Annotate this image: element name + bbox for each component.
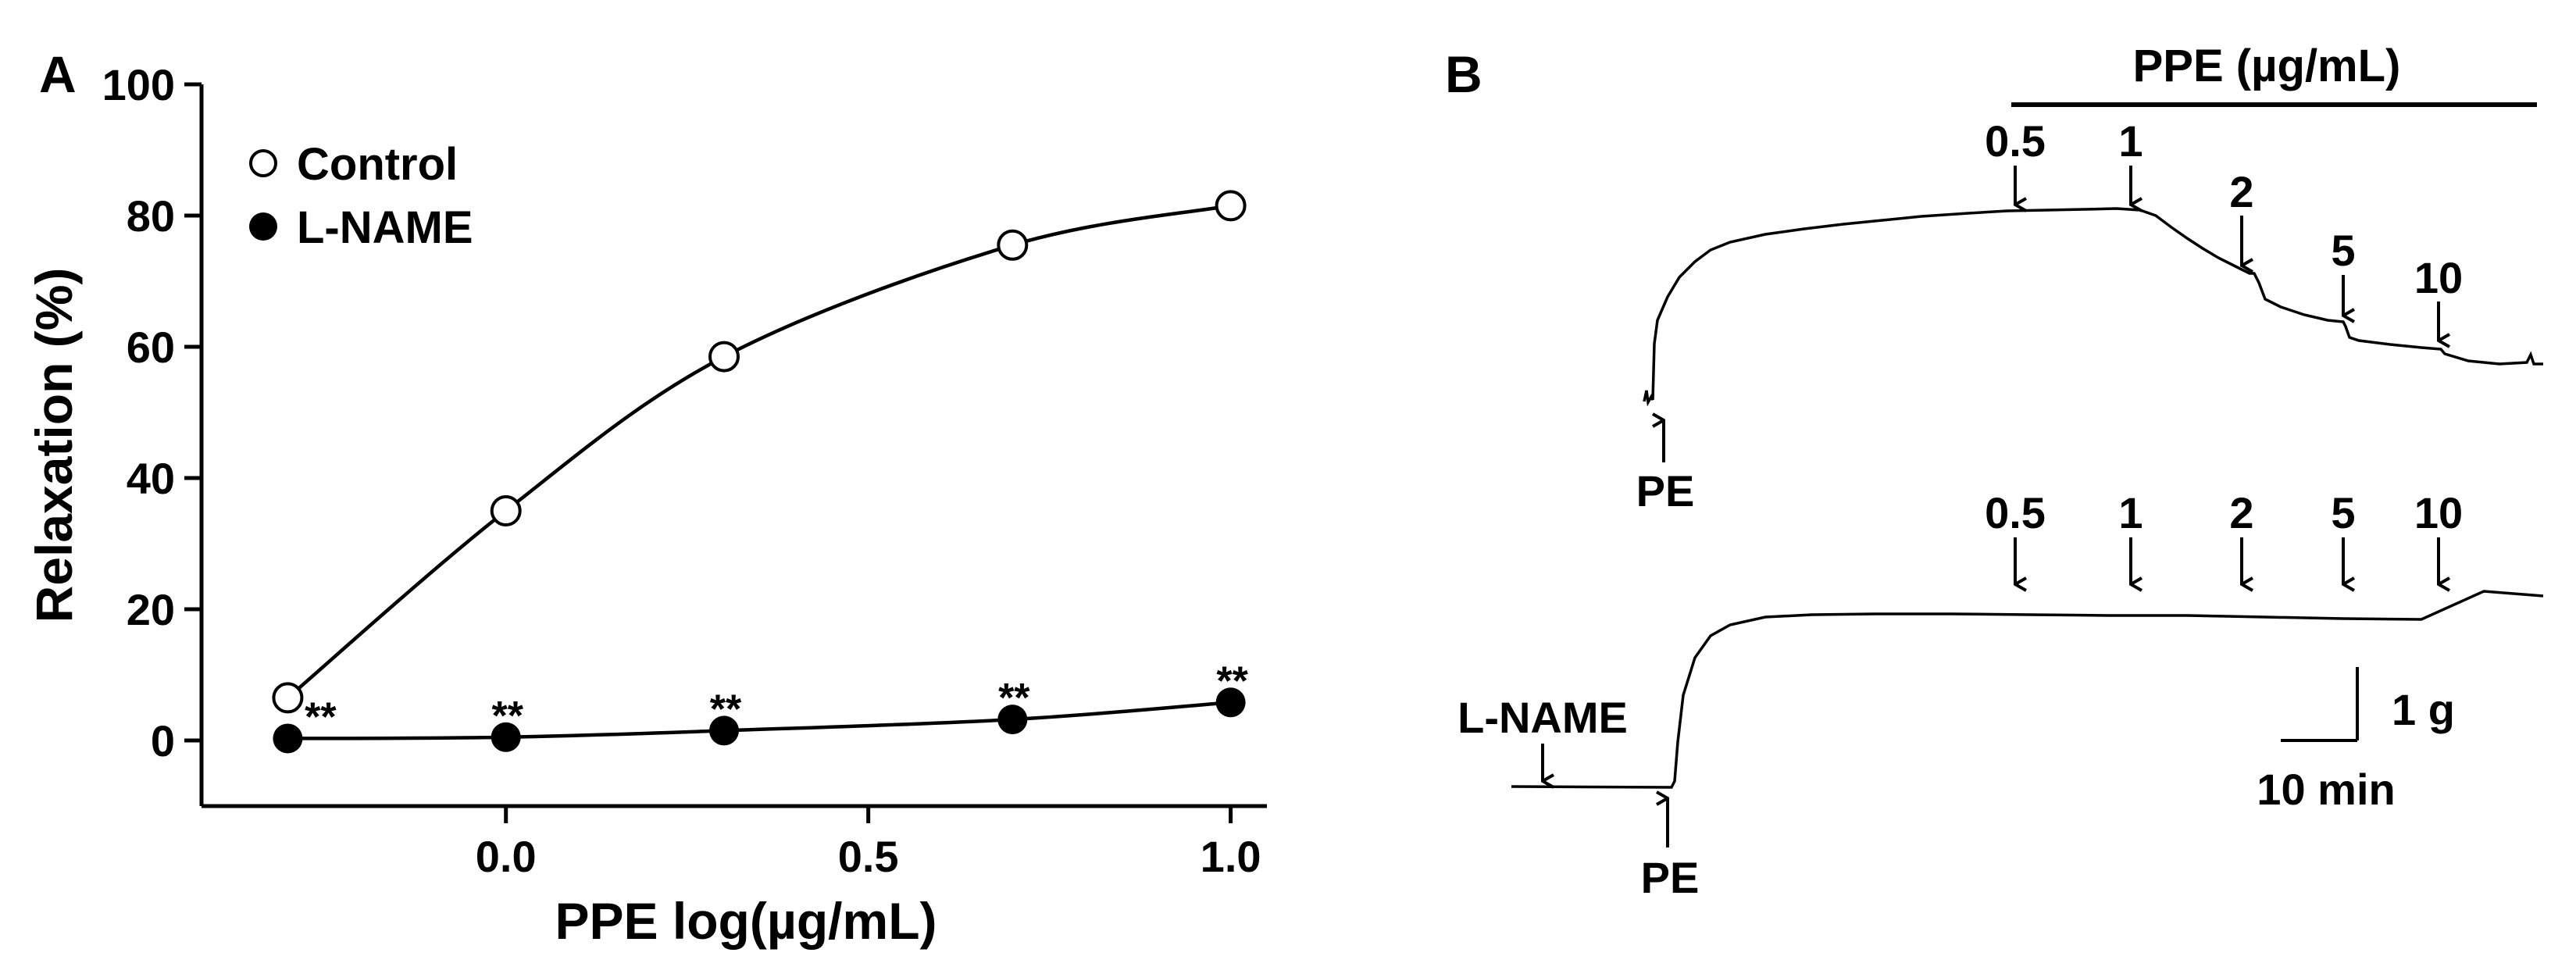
trace-control	[1643, 207, 2543, 407]
x-tick-label: 0.5	[838, 832, 899, 881]
y-ticks: 0 20 40 60 80 100	[102, 60, 202, 765]
significance-label: **	[305, 694, 337, 740]
data-point-control	[1215, 190, 1247, 222]
legend: Control L-NAME	[249, 139, 473, 253]
dose-label-l-name-4: 10	[2414, 488, 2463, 537]
significance-label: **	[710, 687, 742, 732]
scale-bar-vertical-label: 1 g	[2392, 685, 2455, 734]
dose-label-l-name-3: 5	[2331, 488, 2355, 537]
dose-label-l-name-1: 1	[2118, 488, 2143, 537]
data-point-l-name	[273, 723, 303, 754]
y-tick-label: 100	[102, 60, 175, 109]
y-tick-label: 40	[127, 454, 175, 503]
data-point-control	[997, 229, 1029, 261]
data-point-l-name	[1215, 687, 1246, 718]
panel-b: B PPE (µg/mL) PE 0.5 1 2 5 10 L-NAME PE …	[1445, 41, 2544, 902]
l-name-pretreatment-label: L-NAME	[1457, 693, 1628, 742]
y-tick-label: 80	[127, 191, 175, 241]
scale-bar-horizontal-label: 10 min	[2257, 765, 2395, 814]
dose-label-control-3: 5	[2331, 226, 2355, 275]
x-axis-title: PPE log(µg/mL)	[555, 892, 937, 950]
data-point-control	[490, 495, 522, 526]
series-line-control	[286, 204, 1232, 700]
significance-label: **	[1216, 658, 1248, 704]
panel-a-label: A	[39, 45, 77, 103]
series-area: ** ** ** ** **	[272, 190, 1249, 754]
series-line-l-name	[287, 701, 1231, 740]
y-tick-label: 60	[127, 323, 175, 372]
data-point-l-name	[491, 722, 521, 752]
significance-label: **	[491, 694, 523, 739]
data-point-control	[708, 341, 740, 373]
trace-l-name	[1511, 590, 2544, 789]
significance-label: **	[998, 676, 1030, 721]
ppe-treatment-title: PPE (µg/mL)	[2133, 41, 2401, 91]
y-axis-title: Relaxation (%)	[25, 268, 83, 623]
pe-label-l-name: PE	[1641, 853, 1700, 902]
legend-control-label: Control	[297, 139, 458, 190]
y-tick-label: 20	[127, 585, 175, 634]
scale-bar: 1 g 10 min	[2257, 667, 2455, 814]
dose-label-control-1: 1	[2118, 116, 2143, 166]
data-point-l-name	[709, 715, 740, 746]
panel-b-label: B	[1445, 45, 1482, 103]
dose-label-control-2: 2	[2229, 167, 2253, 216]
y-tick-label: 0	[151, 716, 175, 765]
x-tick-label: 1.0	[1201, 832, 1261, 881]
dose-label-control-4: 10	[2414, 253, 2463, 302]
panel-b-arrows	[1541, 166, 2439, 847]
legend-l-name-label: L-NAME	[297, 202, 473, 253]
data-point-control	[272, 682, 304, 714]
dose-label-control-0: 0.5	[1985, 116, 2046, 166]
x-ticks: 0.0 0.5 1.0	[476, 806, 1261, 881]
legend-control-marker	[249, 149, 277, 177]
x-tick-label: 0.0	[476, 832, 537, 881]
dose-label-l-name-0: 0.5	[1985, 488, 2046, 537]
legend-l-name-marker	[249, 212, 277, 241]
dose-label-l-name-2: 2	[2229, 488, 2253, 537]
data-point-l-name	[997, 705, 1028, 735]
pe-label-control: PE	[1636, 466, 1695, 516]
